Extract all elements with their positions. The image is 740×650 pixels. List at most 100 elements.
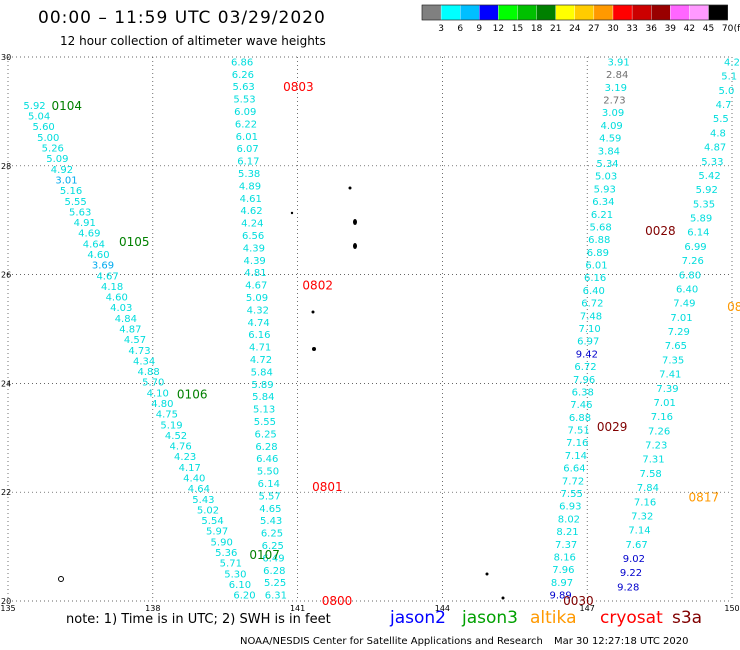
- swh-value: 5.25: [264, 578, 286, 589]
- swh-value: 5.04: [28, 112, 50, 123]
- swh-value: 7.37: [555, 540, 577, 551]
- swh-value: 5.33: [701, 157, 723, 168]
- swh-value: 7.01: [670, 313, 692, 324]
- color-scale-label: (ft): [734, 24, 740, 34]
- swh-value: 6.72: [574, 362, 596, 373]
- swh-value: 7.39: [656, 384, 678, 395]
- swh-value: 5.71: [220, 559, 242, 570]
- swh-value: 4.61: [240, 194, 262, 205]
- axis-tick-labels: 135 138 141 144 147 150 30 28 26 24 22 20: [0, 53, 739, 613]
- swh-value: 4.03: [110, 303, 132, 314]
- lon-tick-label: 147: [580, 604, 595, 613]
- swh-value: 6.16: [584, 273, 606, 284]
- swh-value: 5.35: [693, 199, 715, 210]
- swh-value: 2.73: [603, 96, 625, 107]
- swh-value: 5.38: [238, 169, 260, 180]
- lat-tick-label: 26: [1, 271, 11, 280]
- swh-value: 6.46: [256, 454, 278, 465]
- swh-value: 5.43: [192, 495, 214, 506]
- swh-value: 7.23: [645, 441, 667, 452]
- swh-value: 9.28: [617, 582, 639, 593]
- swh-value: 4.24: [241, 219, 263, 230]
- swh-value: 5.84: [252, 392, 274, 403]
- lon-tick-label: 144: [435, 604, 450, 613]
- color-scale-label: 3: [438, 24, 444, 34]
- swh-value: 4.52: [165, 431, 187, 442]
- swh-value: 5.89: [251, 380, 273, 391]
- pass-label: 0104: [51, 99, 82, 113]
- swh-value: 7.29: [668, 327, 690, 338]
- swh-value: 5.92: [696, 185, 718, 196]
- swh-value: 6.49: [262, 553, 284, 564]
- swh-value: 5.57: [258, 491, 280, 502]
- swh-value: 6.09: [234, 107, 256, 118]
- color-scale-label: 27: [588, 24, 599, 34]
- swh-value: 5.00: [37, 133, 59, 144]
- swh-value: 4.62: [240, 206, 262, 217]
- swh-value: 4.89: [239, 181, 261, 192]
- pass-label: 08: [727, 300, 740, 314]
- satellite-legend-jason3: jason3: [462, 608, 518, 628]
- swh-value: 6.16: [248, 330, 270, 341]
- swh-value: 6.26: [232, 70, 254, 81]
- swh-value: 5.34: [596, 159, 618, 170]
- swh-value: 4.40: [183, 473, 205, 484]
- swh-value: 5.30: [224, 569, 246, 580]
- swh-value: 6.21: [591, 210, 613, 221]
- swh-value: 4.2: [724, 57, 740, 68]
- swh-value: 6.88: [588, 235, 610, 246]
- swh-value: 5.89: [690, 214, 712, 225]
- swh-value: 5.50: [257, 467, 279, 478]
- swh-value: 4.18: [101, 282, 123, 293]
- swh-value: 7.16: [634, 497, 656, 508]
- pass-label: 0800: [322, 594, 353, 608]
- swh-value: 4.73: [128, 346, 150, 357]
- lat-tick-label: 22: [1, 488, 11, 497]
- swh-value: 7.72: [562, 476, 584, 487]
- swh-value: 5.54: [201, 516, 223, 527]
- swh-value: 5.09: [246, 293, 268, 304]
- swh-value: 9.22: [620, 568, 642, 579]
- track-cryosat-0817: 4.2 5.1 5.0 4.7 5.5 4.8 4.87 5.33 5.42 5.92 5.35 5.…: [617, 57, 740, 593]
- swh-value: 5.63: [233, 82, 255, 93]
- swh-value: 4.91: [74, 218, 96, 229]
- swh-value: 7.49: [673, 299, 695, 310]
- swh-value: 6.25: [255, 429, 277, 440]
- color-scale-label: 36: [645, 24, 657, 34]
- swh-value: 6.25: [261, 529, 283, 540]
- swh-value: 6.40: [583, 286, 605, 297]
- swh-value: 6.17: [237, 157, 259, 168]
- swh-value: 4.65: [259, 504, 281, 515]
- swh-value: 5.55: [64, 197, 86, 208]
- color-scale-label: 70: [722, 24, 734, 34]
- swh-value: 7.26: [682, 256, 704, 267]
- lat-tick-label: 20: [1, 597, 11, 606]
- swh-value: 4.32: [247, 305, 269, 316]
- swh-value: 4.75: [156, 410, 178, 421]
- swh-value: 7.35: [662, 355, 684, 366]
- swh-value: 9.42: [576, 349, 598, 360]
- swh-value: 6.97: [577, 337, 599, 348]
- swh-value: 6.14: [687, 228, 709, 239]
- swh-value: 4.59: [599, 134, 621, 145]
- swh-value: 7.01: [654, 398, 676, 409]
- swh-value: 4.67: [96, 271, 118, 282]
- swh-value: 5.68: [590, 222, 612, 233]
- lat-tick-label: 24: [1, 379, 11, 388]
- pass-label: 0106: [177, 387, 208, 401]
- swh-value: 5.1: [721, 72, 737, 83]
- swh-value: 6.20: [233, 591, 255, 602]
- swh-value: 5.43: [260, 516, 282, 527]
- swh-value: 5.26: [42, 144, 64, 155]
- swh-value: 7.14: [565, 451, 587, 462]
- swh-value: 4.57: [124, 335, 146, 346]
- swh-value: 6.99: [684, 242, 706, 253]
- swh-value: 4.23: [174, 452, 196, 463]
- swh-value: 8.16: [554, 552, 576, 563]
- altimeter-tracks: 5.925.045.605.005.265.094.923.015.165.55…: [23, 57, 740, 601]
- color-scale-label: 42: [684, 24, 695, 34]
- map-title: 00:00 – 11:59 UTC 03/29/2020: [38, 8, 326, 28]
- swh-value: 7.10: [578, 324, 600, 335]
- swh-value: 5.02: [197, 505, 219, 516]
